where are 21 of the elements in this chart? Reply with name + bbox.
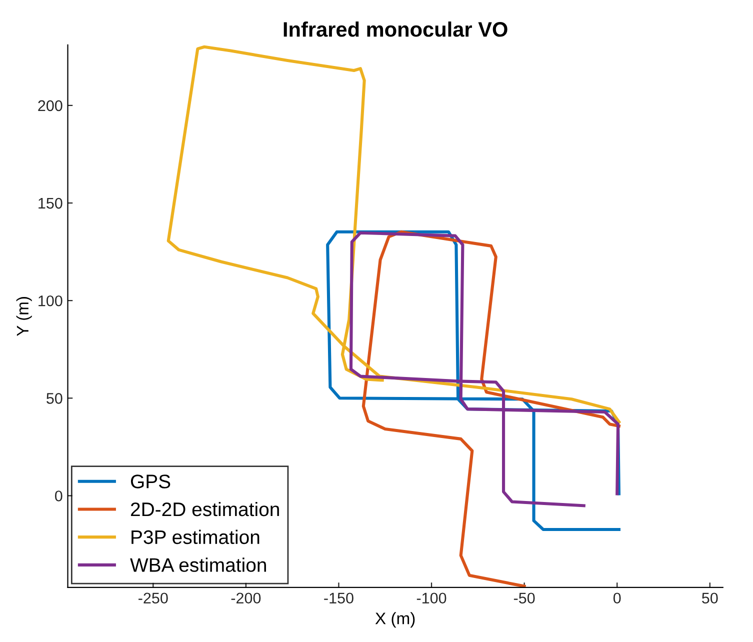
line-series [362, 230, 620, 588]
x-axis-title: X (m) [375, 612, 415, 628]
y-tick-label: 50 [46, 393, 62, 404]
y-axis-title: Y (m) [16, 297, 32, 336]
x-tick-label: 0 [613, 592, 621, 604]
x-tick-label: -100 [416, 592, 446, 604]
y-tick-label: 200 [38, 100, 62, 112]
y-tick-label: 100 [38, 295, 62, 306]
legend-label: 2D-2D estimation [130, 502, 279, 516]
chart-title: Infrared monocular VO [284, 22, 508, 37]
x-tick-label: -50 [514, 592, 535, 604]
x-tick-label: 50 [702, 592, 718, 604]
legend-label: WBA estimation [130, 558, 266, 572]
legend-label: GPS [130, 474, 170, 488]
x-tick-label: -150 [324, 592, 354, 604]
y-tick-label: 0 [55, 490, 62, 502]
y-tick-label: 150 [38, 198, 62, 209]
x-tick-label: -250 [138, 592, 168, 604]
x-tick-label: -200 [231, 592, 261, 604]
line-series [349, 231, 620, 508]
legend-label: P3P estimation [132, 530, 260, 544]
